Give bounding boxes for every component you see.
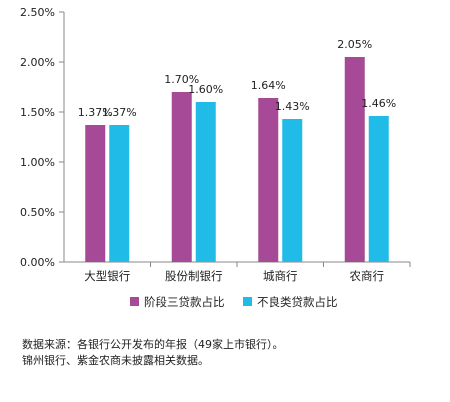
- y-tick-label: 1.00%: [20, 156, 55, 169]
- data-label: 1.70%: [164, 73, 199, 86]
- axes: 0.00% 0.50% 1.00% 1.50% 2.00% 2.50% 大型银行 股份制银行 城…: [20, 6, 411, 283]
- legend-label: 阶段三贷款占比: [144, 295, 225, 309]
- bars: [85, 57, 389, 262]
- bar: [195, 102, 216, 262]
- legend: 阶段三贷款占比 不良类贷款占比: [130, 295, 338, 309]
- source-note: 数据来源：各银行公开发布的年报（49家上市银行）。: [22, 338, 284, 351]
- data-label: 1.64%: [251, 79, 286, 92]
- bar: [109, 125, 130, 262]
- y-tick-label: 0.50%: [20, 206, 55, 219]
- x-tick-label: 城商行: [263, 269, 298, 283]
- data-label: 1.46%: [361, 97, 396, 110]
- bar: [282, 119, 303, 262]
- bar: [85, 125, 106, 262]
- bar: [368, 116, 389, 262]
- x-tick-label: 农商行: [350, 269, 385, 283]
- legend-swatch: [243, 297, 252, 306]
- data-label: 1.43%: [275, 100, 310, 113]
- x-tick-label: 股份制银行: [165, 269, 223, 283]
- y-tick-label: 1.50%: [20, 106, 55, 119]
- bar: [344, 57, 365, 262]
- y-tick-label: 2.00%: [20, 56, 55, 69]
- data-label: 1.37%: [102, 106, 137, 119]
- y-tick-label: 0.00%: [20, 256, 55, 269]
- data-label: 1.37%: [78, 106, 113, 119]
- bar: [171, 92, 192, 262]
- data-labels: 1.37%1.37% 1.70%1.60% 1.64% 1.43% 2.05% 1.46%: [78, 38, 396, 119]
- data-label: 1.60%: [188, 83, 223, 96]
- data-label: 2.05%: [337, 38, 372, 51]
- missing-data-note: 锦州银行、紫金农商未披露相关数据。: [22, 354, 209, 367]
- legend-label: 不良类贷款占比: [257, 295, 338, 309]
- bar: [258, 98, 279, 262]
- x-tick-label: 大型银行: [84, 269, 130, 283]
- y-tick-label: 2.50%: [20, 6, 55, 19]
- legend-swatch: [130, 297, 139, 306]
